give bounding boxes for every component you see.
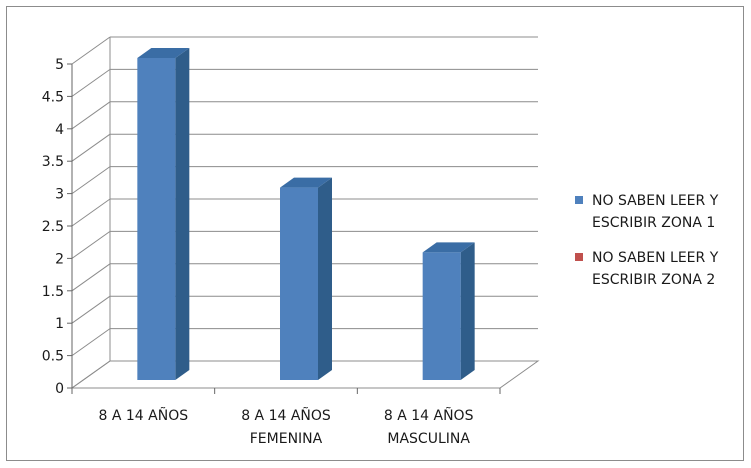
chart-frame [6, 6, 744, 461]
bar-top-face [280, 177, 332, 188]
gridline-side [71, 263, 111, 292]
y-tick-label: 1.5 [42, 284, 64, 300]
y-tick-label: 2 [55, 251, 64, 267]
bar-front-face [137, 58, 176, 380]
y-tick-label: 4 [55, 122, 64, 138]
gridline-side [71, 295, 111, 324]
bar-1 [137, 48, 190, 380]
legend-swatch [575, 196, 583, 204]
bar-front-face [422, 252, 461, 380]
legend-label: NO SABEN LEER Y ESCRIBIR ZONA 1 [592, 193, 719, 231]
x-category-label: 8 A 14 AÑOS MASCULINA [384, 407, 474, 447]
bar-side-face [175, 48, 190, 380]
gridline-side [71, 36, 111, 65]
y-tick-label: 5 [55, 57, 64, 73]
gridline-side [71, 328, 111, 357]
bar-top-face [137, 48, 190, 58]
y-tick-label: 1 [55, 316, 64, 332]
x-category-label: 8 A 14 AÑOS [99, 407, 189, 424]
bar-top-face [422, 242, 475, 253]
gridline-side [71, 101, 111, 130]
legend-label: NO SABEN LEER Y ESCRIBIR ZONA 2 [592, 250, 719, 288]
y-tick-label: 3 [55, 187, 64, 203]
gridline-side [71, 360, 111, 389]
legend-swatch [575, 253, 583, 261]
bar-front-face [280, 187, 318, 380]
bar-2 [280, 177, 332, 380]
y-tick-label: 0 [55, 381, 64, 397]
gridline-side [71, 230, 111, 259]
gridline-side [71, 198, 111, 227]
bar-side-face [460, 242, 475, 380]
gridline-side [71, 133, 111, 162]
bar-side-face [318, 177, 332, 380]
y-tick-label: 0.5 [42, 349, 64, 365]
x-category-label: 8 A 14 AÑOS FEMENINA [241, 407, 331, 447]
gridline-side [71, 166, 111, 195]
y-tick-label: 2.5 [42, 219, 64, 235]
gridline-side [71, 68, 111, 97]
y-tick-label: 3.5 [42, 154, 64, 170]
bar-3 [422, 242, 475, 380]
y-tick-label: 4.5 [42, 89, 64, 105]
